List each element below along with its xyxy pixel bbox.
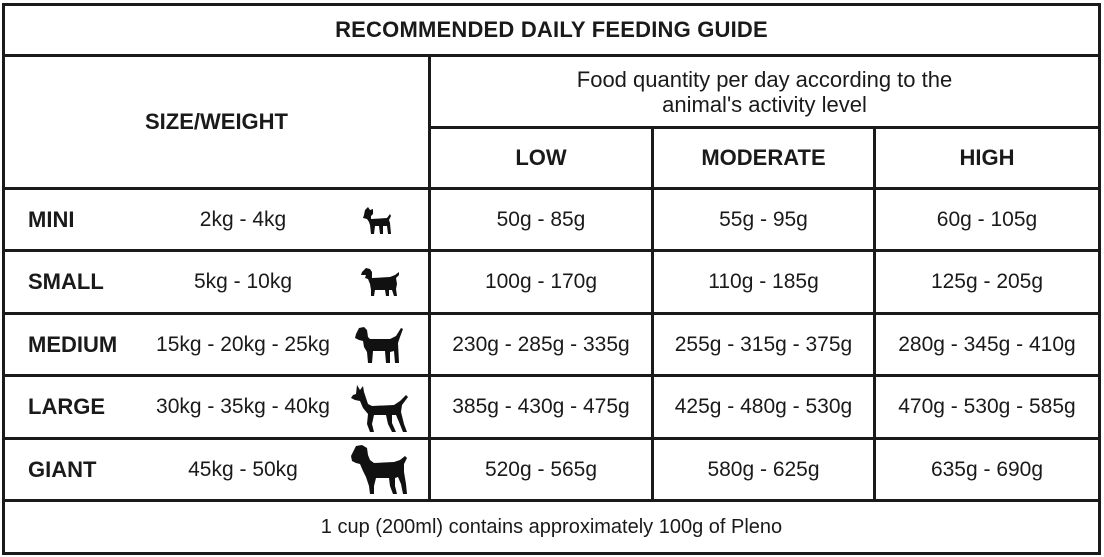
high-amount: 635g - 690g (930, 457, 1044, 481)
size-label: MEDIUM (28, 331, 118, 357)
border-left (2, 3, 5, 555)
high-amount: 280g - 345g - 410g (898, 332, 1076, 356)
low-amount: 100g - 170g (484, 270, 598, 293)
rule-col-moderate (873, 126, 876, 502)
moderate-amount: 255g - 315g - 375g (674, 332, 853, 356)
low-amount: 230g - 285g - 335g (452, 332, 630, 356)
size-label: MINI (28, 206, 75, 232)
table-title: RECOMMENDED DAILY FEEDING GUIDE (335, 17, 768, 42)
moderate-amount: 425g - 480g - 530g (674, 395, 853, 418)
medium-dog-icon (354, 325, 404, 365)
footer-note: 1 cup (200ml) contains approximately 100… (320, 515, 783, 538)
weight-range: 2kg - 4kg (199, 207, 287, 231)
rule-below-header (2, 187, 1101, 190)
high-amount: 125g - 205g (930, 270, 1044, 293)
rule-below-title (2, 54, 1101, 57)
low-amount: 50g - 85g (496, 207, 586, 231)
low-amount: 385g - 430g - 475g (452, 395, 630, 418)
weight-range: 5kg - 10kg (193, 270, 293, 293)
size-label: GIANT (28, 456, 97, 482)
rule-row-2 (2, 312, 1101, 315)
weight-range: 30kg - 35kg - 40kg (156, 395, 330, 418)
rule-col-low (651, 126, 654, 502)
moderate-amount: 55g - 95g (719, 207, 808, 231)
moderate-amount: 110g - 185g (708, 270, 819, 293)
quantity-header: Food quantity per day according to the a… (431, 57, 1098, 126)
quantity-header-line-1: Food quantity per day according to the (576, 66, 953, 92)
size-weight-header: SIZE/WEIGHT (145, 109, 288, 134)
rule-col-size (428, 54, 431, 502)
border-right (1098, 3, 1101, 555)
level-low-header: LOW (515, 145, 567, 170)
level-moderate-header: MODERATE (701, 145, 826, 170)
weight-range: 45kg - 50kg (188, 457, 298, 481)
doberman-dog-icon (350, 382, 410, 434)
border-top (2, 3, 1101, 6)
rule-row-1 (2, 249, 1101, 252)
border-bottom (2, 552, 1101, 555)
small-terrier-dog-icon (362, 207, 394, 235)
dachshund-dog-icon (360, 266, 400, 298)
high-amount: 60g - 105g (936, 207, 1038, 231)
low-amount: 520g - 565g (484, 457, 598, 481)
size-label: LARGE (28, 394, 105, 419)
size-label: SMALL (28, 269, 104, 294)
rule-row-3 (2, 374, 1101, 377)
weight-range: 15kg - 20kg - 25kg (156, 332, 330, 356)
rule-below-subheader (431, 126, 1101, 129)
high-amount: 470g - 530g - 585g (898, 395, 1076, 418)
quantity-header-line-2: animal's activity level (662, 91, 867, 117)
rule-row-4 (2, 437, 1101, 440)
rule-row-5 (2, 499, 1101, 502)
level-high-header: HIGH (959, 145, 1015, 170)
moderate-amount: 580g - 625g (707, 457, 820, 481)
mastiff-dog-icon (350, 444, 410, 496)
